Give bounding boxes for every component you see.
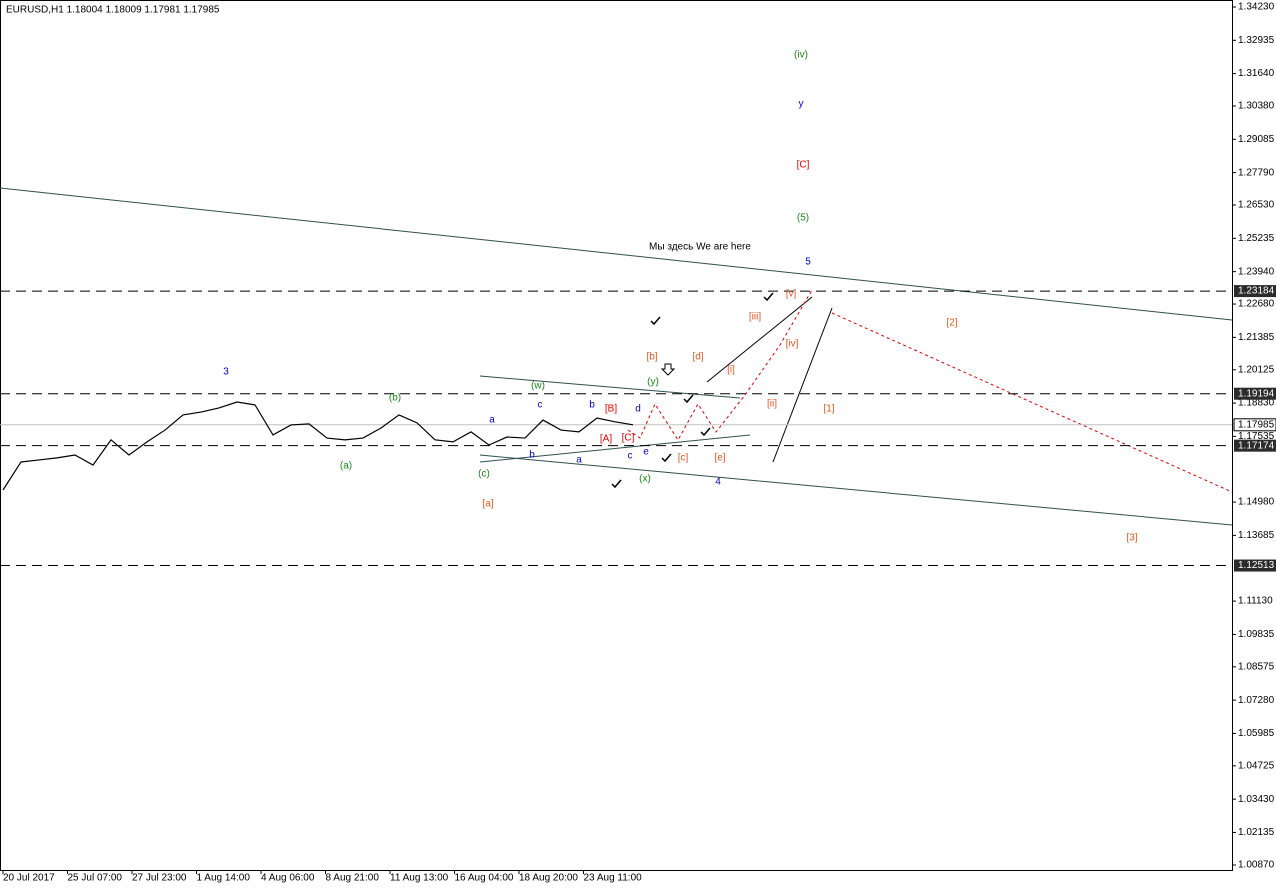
wave-label: [v] [786, 289, 797, 300]
y-tick-label: 1.29085 [1238, 134, 1275, 145]
y-tick-label: 1.07280 [1238, 695, 1275, 706]
x-tick-label: 27 Jul 23:00 [132, 873, 187, 884]
y-tick-label: 1.26530 [1238, 200, 1275, 211]
wave-label: [3] [1126, 533, 1137, 544]
trend-line [0, 187, 1233, 321]
wave-label: (c) [478, 469, 490, 480]
y-tick-label: 1.08575 [1238, 661, 1275, 672]
wave-label: y [799, 99, 804, 110]
level-label-box [1234, 285, 1276, 298]
wave-label: d [635, 404, 641, 415]
x-tick-label: 4 Aug 06:00 [261, 873, 315, 884]
y-tick-label: 1.02135 [1238, 827, 1275, 838]
arrow-icon [660, 363, 676, 376]
level-label: 1.17174 [1238, 440, 1275, 451]
y-tick-label: 1.18830 [1238, 398, 1275, 409]
x-tick-label: 11 Aug 13:00 [390, 873, 449, 884]
level-label: 1.12513 [1238, 560, 1275, 571]
wave-label: (iv) [794, 50, 808, 61]
chart-title: EURUSD,H1 1.18004 1.18009 1.17981 1.1798… [6, 5, 220, 16]
x-tick-label: 25 Jul 07:00 [68, 873, 123, 884]
x-tick-label: 18 Aug 20:00 [519, 873, 578, 884]
wave-label: (a) [340, 461, 352, 472]
wave-label: [2] [946, 318, 957, 329]
y-tick-label: 1.04725 [1238, 760, 1275, 771]
wave-label: [1] [823, 404, 834, 415]
trend-line [479, 454, 1233, 526]
y-tick-label: 1.25235 [1238, 233, 1275, 244]
wave-label: e [643, 447, 649, 458]
forecast-path [831, 312, 1233, 493]
trend-line [479, 375, 741, 399]
wave-label: b [589, 400, 595, 411]
forecast-line [706, 296, 813, 383]
wave-label: a [489, 415, 495, 426]
wave-label: c [538, 400, 543, 411]
wave-label: [ii] [767, 399, 777, 410]
wave-label: 3 [223, 367, 229, 378]
x-tick-label: 16 Aug 04:00 [455, 873, 514, 884]
wave-label: [iv] [786, 339, 799, 350]
y-tick-label: 1.34230 [1238, 2, 1275, 13]
wave-label: (b) [389, 393, 401, 404]
y-tick-label: 1.03430 [1238, 794, 1275, 805]
y-tick-label: 1.14980 [1238, 497, 1275, 508]
wave-label: a [576, 455, 582, 466]
wave-label: [a] [482, 499, 493, 510]
y-tick-label: 1.13685 [1238, 530, 1275, 541]
checkmarks [611, 292, 774, 489]
x-tick-label: 1 Aug 14:00 [197, 873, 251, 884]
y-tick-label: 1.30380 [1238, 101, 1275, 112]
wave-label: [A] [600, 434, 612, 445]
plot-frame [0, 0, 1233, 871]
y-tick-label: 1.20125 [1238, 364, 1275, 375]
y-tick-label: 1.23940 [1238, 266, 1275, 277]
wave-label: [iii] [749, 312, 761, 323]
level-label: 1.19194 [1238, 388, 1275, 399]
level-label-box [1234, 559, 1276, 572]
wave-label: [C] [622, 433, 635, 444]
x-tick-label: 8 Aug 21:00 [326, 873, 380, 884]
price-series [2, 401, 634, 491]
wave-label: 5 [805, 257, 811, 268]
wave-label: 4 [715, 477, 721, 488]
wave-label: [b] [646, 352, 657, 363]
x-tick-label: 23 Aug 11:00 [584, 873, 643, 884]
y-tick-label: 1.11130 [1238, 596, 1273, 607]
level-label-box [1234, 439, 1276, 452]
y-tick-label: 1.09835 [1238, 629, 1275, 640]
y-tick-label: 1.32935 [1238, 35, 1275, 46]
price-label-box [1233, 418, 1276, 432]
wave-label: c [628, 451, 633, 462]
wave-label: [e] [714, 453, 725, 464]
y-tick-label: 1.05985 [1238, 728, 1275, 739]
y-tick-label: 1.17535 [1238, 431, 1275, 442]
wave-label: Мы здесь We are here [649, 242, 751, 253]
y-tick-label: 1.21385 [1238, 332, 1275, 343]
y-tick-label: 1.31640 [1238, 68, 1275, 79]
wave-label: [C] [797, 160, 810, 171]
wave-label: (w) [531, 381, 545, 392]
y-tick-label: 1.27790 [1238, 167, 1275, 178]
y-tick-label: 1.00870 [1238, 860, 1275, 871]
trend-line [479, 434, 751, 463]
wave-label: (x) [639, 474, 651, 485]
y-tick-label: 1.22680 [1238, 299, 1275, 310]
x-tick-label: 20 Jul 2017 [3, 873, 55, 884]
level-label-box [1234, 387, 1276, 400]
price-label: 1.17985 [1238, 419, 1275, 430]
forecast-path [627, 289, 813, 441]
wave-label: [B] [605, 404, 617, 415]
wave-label: (5) [797, 213, 809, 224]
forecast-line [772, 307, 833, 463]
level-label: 1.23184 [1238, 286, 1275, 297]
wave-label: [i] [727, 365, 735, 376]
wave-label: [d] [692, 352, 703, 363]
wave-label: b [529, 450, 535, 461]
wave-label: [c] [678, 453, 689, 464]
wave-label: (y) [647, 377, 659, 388]
